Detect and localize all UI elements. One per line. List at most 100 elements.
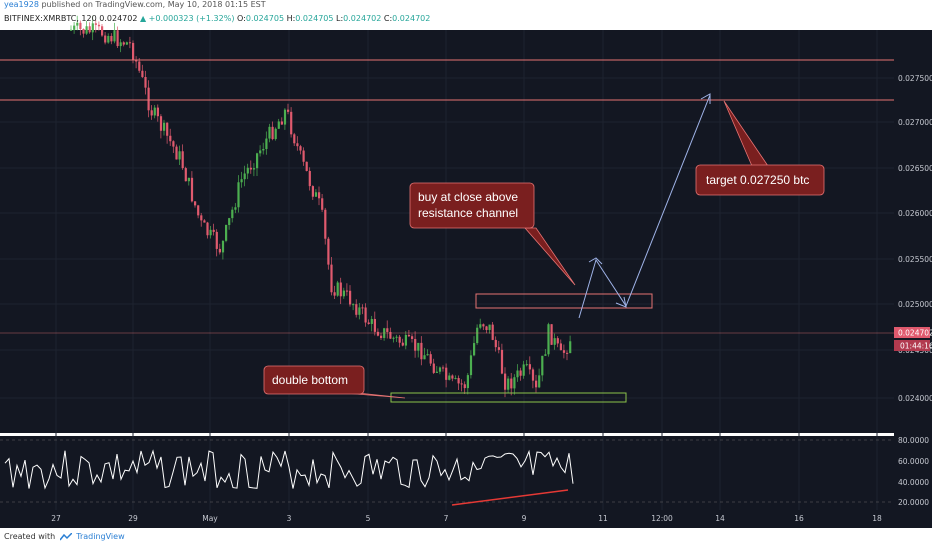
candle-body [107,35,110,43]
candle-body [225,224,228,241]
candle-body [417,342,420,351]
candle-body [73,25,76,30]
projection-arrowhead-3 [700,93,711,104]
candle-body [283,109,287,125]
candle-body [398,336,401,343]
rsi-divergence-line[interactable] [451,489,569,506]
candle-body [259,150,262,154]
candle-body [395,336,398,338]
candle-body [206,222,209,236]
candle-body [194,201,197,206]
price-tick-label: 0.025500 [898,255,932,264]
candle-body [414,338,417,351]
candle-body [352,304,355,306]
candle-body [569,341,572,354]
price-tick-label: 0.024000 [898,394,932,403]
candle-body [249,167,252,170]
candle-body [479,324,482,328]
projection-path[interactable] [578,94,711,319]
rsi-tick-label: 60.0000 [898,457,929,466]
candle-body [187,177,190,182]
candle-body [271,126,274,140]
candle-body [531,369,535,381]
candle-body [429,354,432,364]
double-bottom-callout-text: double bottom [272,373,348,387]
candle-body [327,238,330,265]
candle-body [234,207,237,210]
candle-body [373,318,376,332]
low-label: L: [336,14,344,23]
candle-body [404,334,407,346]
symbol-name[interactable]: BITFINEX:XMRBTC, 120 [4,14,97,23]
rsi-axis-ticks: 80.0000 60.0000 40.0000 20.0000 [898,436,929,507]
target-callout-box[interactable] [695,164,825,196]
candle-body [178,151,181,160]
candle-body [110,35,113,42]
rsi-tick-label: 40.0000 [898,478,929,487]
candle-body [85,26,88,34]
publish-header: yea1928 published on TradingView.com, Ma… [0,0,932,10]
candle-body [460,383,463,385]
candle-body [314,192,318,197]
candle-body [342,290,345,297]
support-box[interactable] [390,392,627,403]
open-label: O: [237,14,246,23]
candle-body [287,109,290,112]
time-tick-label: 9 [522,514,527,523]
candle-body [280,121,283,125]
candle-body [153,107,156,116]
candle-body [376,331,380,336]
time-axis-ticks: 27 29 May 3 5 7 9 11 12:00 14 16 18 [51,514,882,523]
tradingview-logo-icon [59,532,72,540]
candle-body [550,324,553,345]
candle-body [144,76,147,88]
price-tick-label: 0.025000 [898,300,932,309]
candle-body [482,324,485,327]
candle-body [243,173,246,180]
time-axis[interactable] [0,510,932,528]
low-value: 0.024702 [343,14,382,23]
price-tick-label: 0.027500 [898,74,932,83]
rsi-tick-label: 80.0000 [898,436,929,445]
candle-body [370,318,373,324]
candle-body [318,192,321,199]
candle-body [197,205,200,216]
candle-body [203,220,206,223]
candle-body [104,35,107,43]
candle-body [420,342,423,360]
candle-body [97,24,101,27]
candle-body [345,290,349,292]
candle-body [336,282,339,296]
candle-body [240,179,243,183]
candle-body [166,122,169,136]
resistance-channel-box[interactable] [475,293,653,309]
candle-body [497,347,500,350]
candle-body [500,349,504,374]
target-callout-text: target 0.027250 btc [706,173,809,187]
price-change: +0.000323 (+1.32%) [148,14,235,23]
rsi-pane[interactable] [0,436,894,510]
candle-body [293,134,296,144]
price-axis[interactable] [894,30,932,510]
candle-body [445,367,448,380]
candle-body [156,107,159,117]
countdown-tag [894,340,930,351]
created-with-text: Created with [4,532,56,541]
candle-body [94,23,97,25]
time-tick-label: 12:00 [651,514,673,523]
candle-body [265,138,268,149]
candle-body [88,26,91,33]
candle-body [547,324,550,355]
candle-body [116,30,119,47]
candle-body [349,290,352,305]
buy-callout-box[interactable] [409,182,535,229]
candle-body [516,370,519,378]
candle-body [237,182,240,208]
candle-body [79,22,82,30]
author-link[interactable]: yea1928 [4,0,39,9]
tradingview-link[interactable]: TradingView [76,532,125,541]
candle-body [91,23,94,33]
candle-body [330,264,333,293]
double-bottom-callout-box[interactable] [263,365,365,395]
